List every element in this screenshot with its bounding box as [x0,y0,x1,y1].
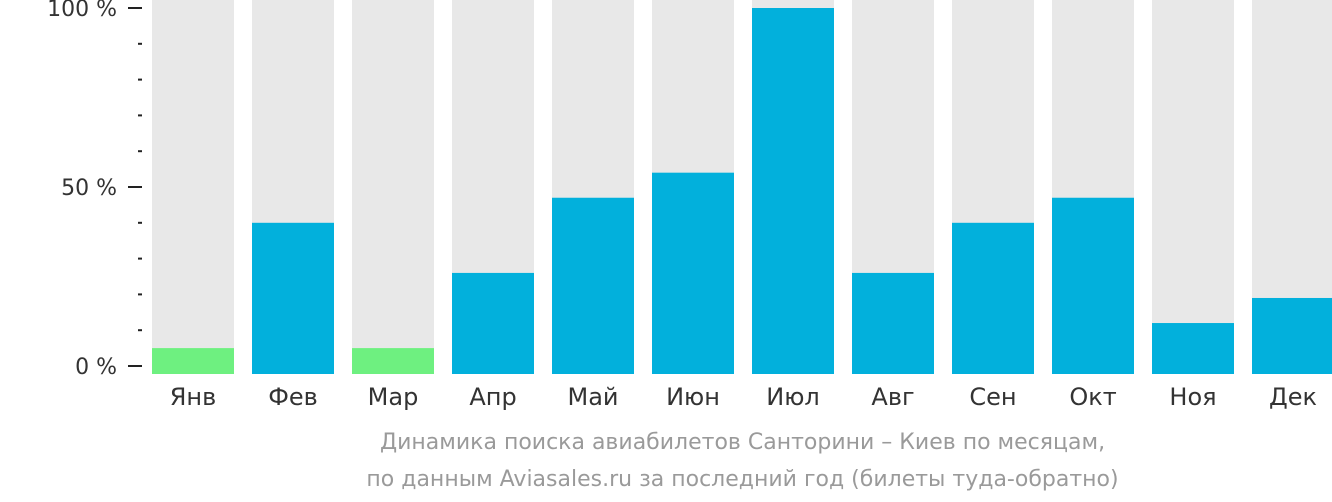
x-tick-label: Дек [1269,383,1317,411]
bar-track [152,0,234,374]
bar [152,348,234,374]
y-tick-label: 50 % [61,176,117,201]
y-tick-label: 100 % [47,0,117,22]
chart-caption-line-1: Динамика поиска авиабилетов Санторини – … [379,430,1106,455]
bar [752,8,834,374]
chart-caption-line-2: по данным Aviasales.ru за последний год … [366,467,1119,492]
x-tick-label: Ноя [1169,383,1216,411]
x-tick-label: Фев [268,383,318,411]
bar [1152,323,1234,374]
bar [852,272,934,374]
bar [952,222,1034,374]
bar [652,172,734,374]
bar-track [1152,0,1234,374]
bar [252,222,334,374]
bar [352,348,434,374]
bar-chart: Янв Фев Мар Апр Май Июн Июл Авг Сен Окт Ноя Дек 100 … [47,0,1332,411]
x-tick-label: Янв [170,383,217,411]
x-tick-label: Июл [766,383,820,411]
x-tick-label: Мар [368,383,419,411]
bar [1252,297,1332,374]
bar [1052,197,1134,374]
x-tick-label: Сен [969,383,1016,411]
bar-track [352,0,434,374]
bar [452,272,534,374]
x-tick-label: Апр [469,383,516,411]
bar [552,197,634,374]
x-tick-label: Окт [1069,383,1116,411]
y-tick-label: 0 % [75,355,117,380]
x-tick-label: Май [567,383,618,411]
x-tick-label: Авг [871,383,914,411]
x-tick-label: Июн [666,383,720,411]
